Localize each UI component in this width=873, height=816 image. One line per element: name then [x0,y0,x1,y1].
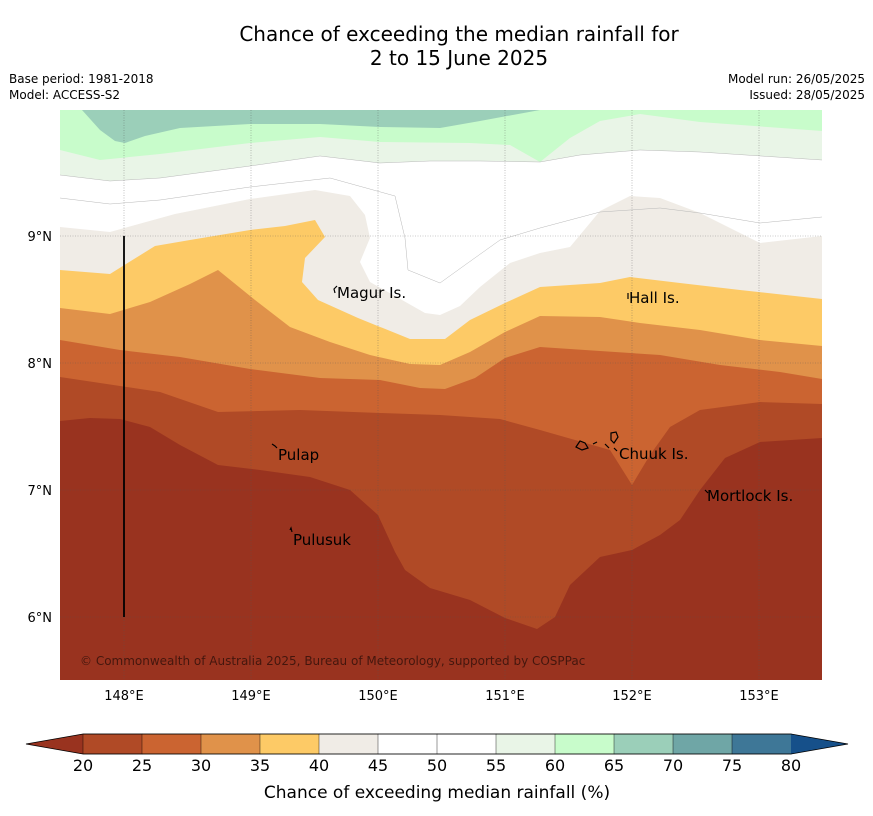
colorbar-tick-label: 75 [722,756,742,775]
colorbar: 20 25 30 35 40 45 50 55 60 65 70 75 80 Chance of exc… [25,733,849,803]
colorbar-tick-label: 40 [309,756,329,775]
lon-tick-151e: 151°E [485,689,525,704]
lat-tick-8n: 8°N [28,357,53,372]
colorbar-tick-label: 65 [604,756,624,775]
lat-tick-9n: 9°N [28,230,53,245]
island-pulusuk [289,526,293,533]
colorbar-cell [82,733,143,755]
colorbar-cell [436,733,497,755]
colorbar-cell [613,733,674,755]
lon-tick-152e: 152°E [612,689,652,704]
lon-tick-149e: 149°E [231,689,271,704]
colorbar-tick-label: 35 [250,756,270,775]
colorbar-tick-label: 20 [73,756,93,775]
colorbar-tick-label: 60 [545,756,565,775]
colorbar-cell [554,733,615,755]
base-period: Base period: 1981-2018 [9,72,154,86]
colorbar-ticks: 20 25 30 35 40 45 50 55 60 65 70 75 80 [73,756,801,775]
place-label-chuuk: Chuuk Is. [619,445,688,463]
lat-tick-7n: 7°N [28,484,53,499]
contour-map: Magur Is. Hall Is. Pulap Chuuk Is. Mortl… [60,110,822,680]
meta-left: Base period: 1981-2018 Model: ACCESS-S2 [9,71,154,103]
island-pulap [271,443,278,449]
colorbar-cell [200,733,261,755]
issued-date: Issued: 28/05/2025 [749,88,865,102]
model-name: Model: ACCESS-S2 [9,88,121,102]
colorbar-cells [82,733,792,755]
island-mortlock [704,489,709,494]
lat-axis: 9°N 8°N 7°N 6°N [28,230,53,626]
model-run: Model run: 26/05/2025 [727,72,865,86]
lon-tick-153e: 153°E [739,689,779,704]
colorbar-cell [259,733,320,755]
colorbar-cell [731,733,792,755]
colorbar-over-arrow [791,734,848,754]
place-label-magur: Magur Is. [337,284,406,302]
colorbar-cell [495,733,556,755]
lon-tick-150e: 150°E [358,689,398,704]
colorbar-tick-label: 50 [427,756,447,775]
contour-lines [60,149,822,284]
colorbar-cell [377,733,438,755]
place-label-pulusuk: Pulusuk [293,531,351,549]
colorbar-cell [141,733,202,755]
lon-axis: 148°E 149°E 150°E 151°E 152°E 153°E [104,689,779,704]
colorbar-tick-label: 45 [368,756,388,775]
colorbar-label: Chance of exceeding median rainfall (%) [264,783,610,803]
colorbar-cell [672,733,733,755]
copyright-notice: © Commonwealth of Australia 2025, Bureau… [80,654,585,668]
band-below-20 [60,418,822,680]
place-label-mortlock: Mortlock Is. [707,487,793,505]
colorbar-cell [318,733,379,755]
islands [271,285,709,533]
place-label-pulap: Pulap [278,446,319,464]
colorbar-tick-label: 55 [486,756,506,775]
title-line-2: 2 to 15 June 2025 [369,46,549,70]
colorbar-tick-label: 80 [781,756,801,775]
colorbar-tick-label: 25 [132,756,152,775]
island-chuuk [575,431,619,452]
title-line-1: Chance of exceeding the median rainfall … [239,22,679,46]
colorbar-under-arrow [26,734,83,754]
colorbar-tick-label: 30 [191,756,211,775]
meta-right: Model run: 26/05/2025 Issued: 28/05/2025 [728,71,865,103]
colorbar-tick-label: 70 [663,756,683,775]
lon-tick-148e: 148°E [104,689,144,704]
place-label-hall: Hall Is. [629,289,680,307]
map-title: Chance of exceeding the median rainfall … [0,22,873,70]
lat-tick-6n: 6°N [28,611,53,626]
island-magur [333,285,338,294]
colorbar-outline [25,733,849,755]
